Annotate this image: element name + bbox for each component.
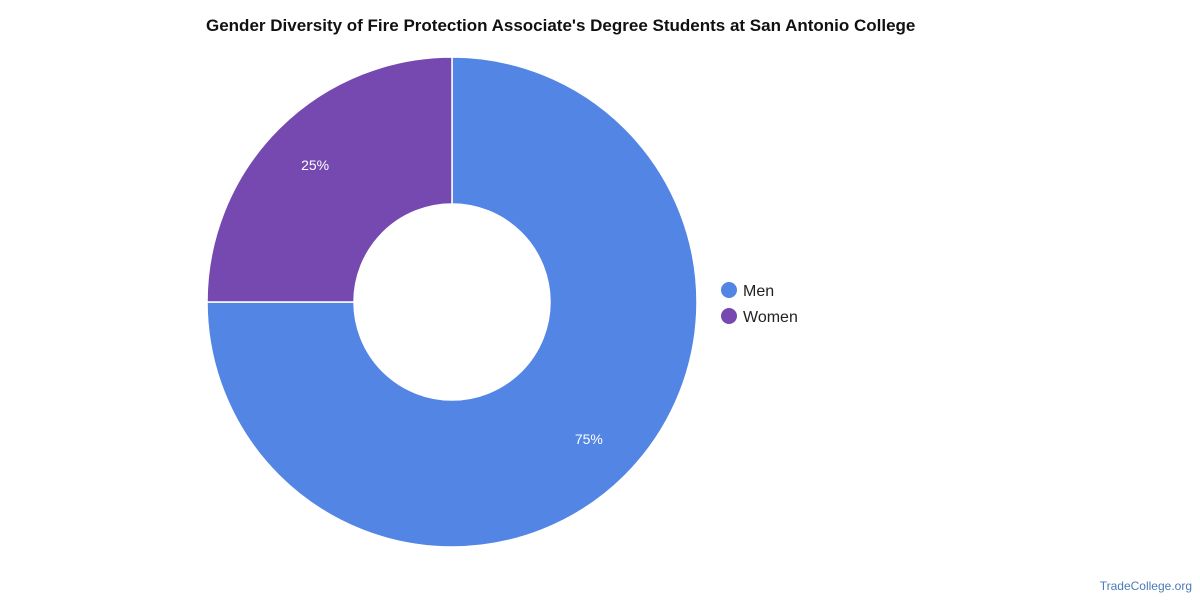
slice-label-men: 75% [575,431,603,447]
legend-label-men: Men [743,283,774,300]
slice-women [206,56,453,303]
legend-label-women: Women [743,309,798,326]
slices-group [206,56,698,548]
slice-men [206,56,698,548]
legend: Men Women [721,282,798,326]
slice-label-women: 25% [301,157,329,173]
legend-swatch-women [721,308,737,324]
chart-title: Gender Diversity of Fire Protection Asso… [206,16,916,35]
legend-swatch-men [721,282,737,298]
watermark: TradeCollege.org [1099,579,1192,593]
slice-labels-group: 75% 25% [301,157,603,447]
